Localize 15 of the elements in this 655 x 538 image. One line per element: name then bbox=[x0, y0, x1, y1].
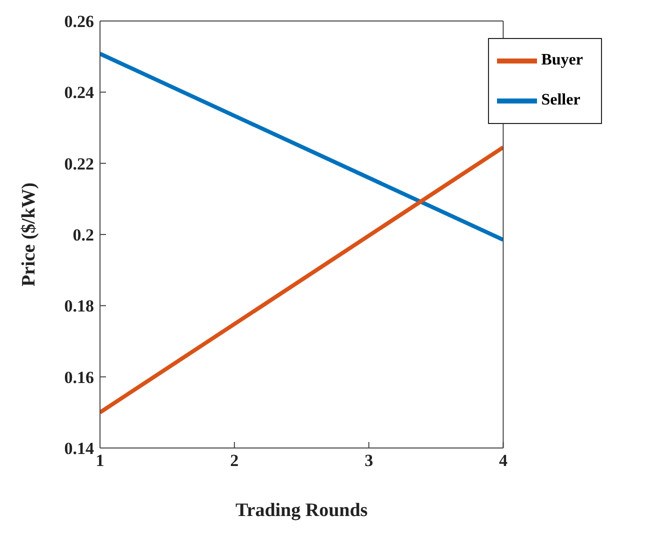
y-tick-label: 0.16 bbox=[64, 368, 94, 387]
legend-label: Buyer bbox=[541, 52, 583, 69]
y-tick-label: 0.22 bbox=[64, 154, 94, 174]
y-tick-label: 0.18 bbox=[64, 296, 94, 316]
x-tick-label: 4 bbox=[498, 451, 508, 470]
y-tick-label: 0.24 bbox=[64, 83, 94, 102]
y-tick-label: 0.26 bbox=[64, 12, 94, 32]
x-tick-label: 1 bbox=[96, 451, 104, 470]
y-tick-label: 0.2 bbox=[72, 226, 94, 245]
y-tick-label: 0.14 bbox=[64, 439, 94, 458]
x-tick-label: 2 bbox=[230, 451, 239, 470]
x-axis-title: Trading Rounds bbox=[236, 500, 368, 521]
legend-label: Seller bbox=[541, 92, 580, 109]
y-axis-title: Price ($/kW) bbox=[18, 182, 40, 286]
x-tick-label: 3 bbox=[364, 451, 374, 470]
